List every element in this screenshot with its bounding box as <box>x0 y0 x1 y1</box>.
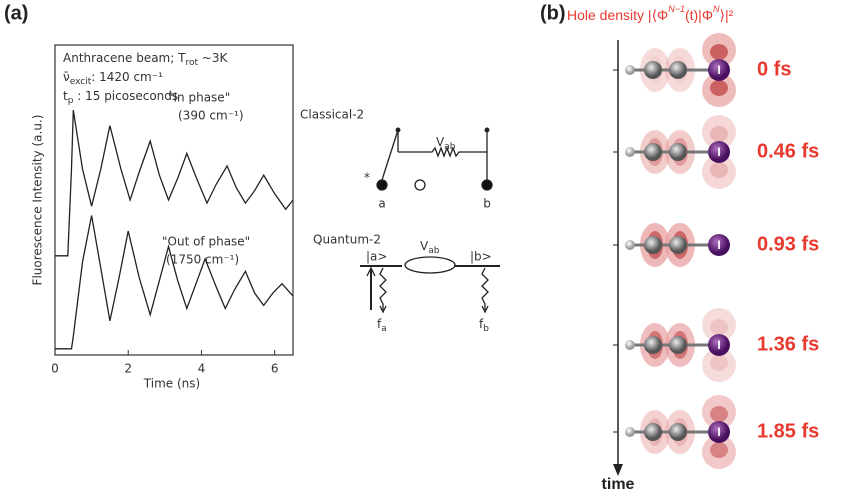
c-atom <box>644 423 662 441</box>
i-atom <box>708 334 730 356</box>
panel-label: (b) <box>540 2 566 24</box>
time-stamp: 1.85 fs <box>757 420 819 442</box>
atom-label: I <box>717 238 720 252</box>
hole-density <box>702 348 736 382</box>
h-atom <box>625 427 635 437</box>
c-atom <box>669 336 687 354</box>
panel-label: (a) <box>4 2 28 24</box>
time-stamp: 0 fs <box>757 58 791 80</box>
atom-label: I <box>717 425 720 439</box>
c-atom <box>644 236 662 254</box>
info-part: ~3K <box>198 51 229 65</box>
info-part: excit <box>70 77 92 87</box>
state-label: |a> <box>366 250 387 264</box>
hole-density <box>710 442 728 458</box>
time-stamp: 0.93 fs <box>757 233 819 255</box>
hole-density <box>710 44 728 60</box>
coupling-label: Vab <box>420 239 440 256</box>
atom-label: I <box>717 145 720 159</box>
experiment-info: Anthracene beam; Trot ~3K <box>63 51 228 68</box>
hole-density <box>710 319 728 335</box>
molecule-frame: I 1.36 fs <box>613 308 819 382</box>
hole-density <box>710 80 728 96</box>
h-atom <box>625 340 635 350</box>
i-atom <box>708 234 730 256</box>
trace-annotation: "In phase" <box>168 91 230 105</box>
site-label: b <box>483 197 491 211</box>
site-label: a <box>378 197 385 211</box>
hole-density <box>702 115 736 149</box>
c-atom <box>644 61 662 79</box>
experiment-info: tp : 15 picoseconds <box>63 89 178 106</box>
info-part: p <box>68 96 74 106</box>
coupling-label: Vab <box>436 135 456 152</box>
decay-label: fb <box>479 317 489 334</box>
x-tick-label: 2 <box>124 362 132 376</box>
state-label: |b> <box>470 250 492 264</box>
info-part: : 1420 cm⁻¹ <box>91 70 163 84</box>
hole-density <box>710 162 728 178</box>
experiment-info: ν̄excit: 1420 cm⁻¹ <box>63 70 163 87</box>
hole-density <box>710 126 728 142</box>
time-stamp: 1.36 fs <box>757 333 819 355</box>
h-atom <box>625 65 635 75</box>
trace-annotation: (390 cm⁻¹) <box>178 109 244 123</box>
info-part: Anthracene beam; T <box>63 51 186 65</box>
c-atom <box>669 423 687 441</box>
h-atom <box>625 147 635 157</box>
x-axis-label: Time (ns) <box>143 377 200 391</box>
c-atom <box>669 236 687 254</box>
hole-density <box>702 308 736 342</box>
hole-density <box>710 406 728 422</box>
hole-density <box>702 155 736 189</box>
c-atom <box>644 143 662 161</box>
i-atom <box>708 59 730 81</box>
trace <box>55 109 294 257</box>
i-atom <box>708 141 730 163</box>
decay-label: fa <box>377 317 387 334</box>
molecule-frame: I 0.93 fs <box>613 223 819 267</box>
time-label: time <box>602 476 635 492</box>
trace-annotation: "Out of phase" <box>162 235 250 249</box>
excited-marker: * <box>364 171 370 185</box>
info-part: ν̄ <box>63 70 70 84</box>
hole-density <box>702 395 736 429</box>
molecule-frame: I 0.46 fs <box>613 115 819 189</box>
atom-label: I <box>717 338 720 352</box>
hole-density <box>710 355 728 371</box>
trace <box>55 215 294 350</box>
molecule-frame: I 0 fs <box>613 33 791 107</box>
diagram-title: Classical-2 <box>300 108 364 122</box>
panel-title: Hole density |⟨ΦN−1(t)|ΦN⟩|² <box>567 4 734 22</box>
i-atom <box>708 421 730 443</box>
hole-density <box>702 435 736 469</box>
x-tick-label: 4 <box>198 362 206 376</box>
diagram-title: Quantum-2 <box>313 233 381 247</box>
x-tick-label: 0 <box>51 362 59 376</box>
c-atom <box>669 61 687 79</box>
time-stamp: 0.46 fs <box>757 140 819 162</box>
info-part: rot <box>185 58 198 68</box>
c-atom <box>644 336 662 354</box>
h-atom <box>625 240 635 250</box>
c-atom <box>669 143 687 161</box>
trace-annotation: (1750 cm⁻¹) <box>166 253 239 267</box>
level-diagrams <box>360 127 500 314</box>
time-arrow <box>613 464 623 476</box>
info-part: : 15 picoseconds <box>73 89 178 103</box>
info-part: t <box>63 89 68 103</box>
x-tick-label: 6 <box>271 362 279 376</box>
atom-label: I <box>717 63 720 77</box>
molecule-frame: I 1.85 fs <box>613 395 819 469</box>
y-axis-label: Fluorescence Intensity (a.u.) <box>31 115 45 286</box>
